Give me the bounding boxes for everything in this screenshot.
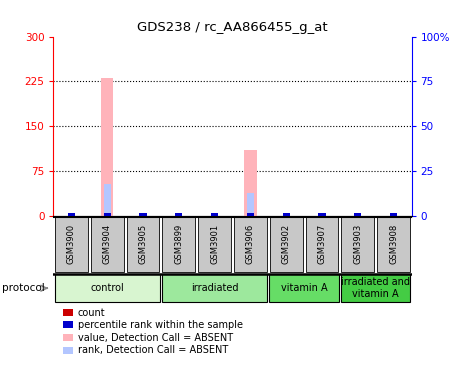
Bar [390,213,397,216]
Text: GSM3904: GSM3904 [103,224,112,264]
Text: irradiated: irradiated [191,283,239,293]
Bar [319,213,326,216]
Title: GDS238 / rc_AA866455_g_at: GDS238 / rc_AA866455_g_at [137,21,328,34]
Bar [68,213,75,216]
Bar [269,274,339,302]
Bar [247,213,254,216]
Text: vitamin A: vitamin A [281,283,327,293]
Bar [162,217,195,272]
Bar [247,193,254,216]
Text: protocol: protocol [2,283,45,293]
Bar [162,274,267,302]
Bar [244,150,257,216]
Bar [54,274,160,302]
Bar [101,78,113,216]
Text: irradiated and
vitamin A: irradiated and vitamin A [341,277,410,299]
Text: GSM3899: GSM3899 [174,224,183,264]
Text: control: control [90,283,124,293]
Text: GSM3905: GSM3905 [139,224,147,264]
Text: GSM3903: GSM3903 [353,224,362,264]
Text: GSM3906: GSM3906 [246,224,255,264]
Text: count: count [78,307,105,318]
Bar [306,217,339,272]
Bar [234,217,267,272]
Bar [270,217,303,272]
Bar [341,274,411,302]
Text: rank, Detection Call = ABSENT: rank, Detection Call = ABSENT [78,346,228,355]
Bar [55,217,88,272]
Bar [104,184,111,216]
Text: value, Detection Call = ABSENT: value, Detection Call = ABSENT [78,333,233,343]
Bar [198,217,231,272]
Bar [104,213,111,216]
Text: percentile rank within the sample: percentile rank within the sample [78,320,243,330]
Bar [283,213,290,216]
Bar [140,213,146,216]
Bar [175,213,182,216]
Bar [354,213,361,216]
Text: GSM3908: GSM3908 [389,224,398,264]
Bar [341,217,374,272]
Bar [126,217,159,272]
Text: GSM3900: GSM3900 [67,224,76,264]
Text: GSM3907: GSM3907 [318,224,326,264]
Bar [211,213,218,216]
Bar [91,217,124,272]
Text: GSM3901: GSM3901 [210,224,219,264]
Bar [377,217,410,272]
Text: GSM3902: GSM3902 [282,224,291,264]
